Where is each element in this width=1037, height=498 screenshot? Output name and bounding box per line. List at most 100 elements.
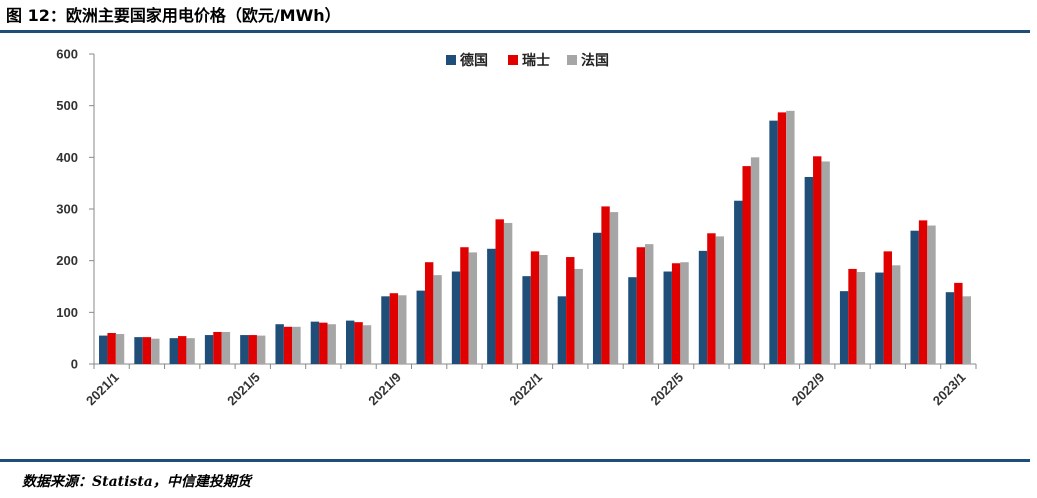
x-tick-label: 2021/9: [365, 370, 404, 409]
bar-0-11: [487, 248, 496, 364]
y-tick-label: 500: [56, 98, 78, 113]
bar-2-21: [856, 272, 866, 364]
bar-2-6: [327, 324, 336, 364]
bar-2-0: [115, 334, 125, 364]
x-tick-label: 2022/5: [648, 370, 687, 409]
legend-swatch: [446, 55, 456, 65]
bar-0-7: [346, 320, 355, 364]
bar-1-14: [601, 206, 610, 364]
bar-1-8: [389, 293, 399, 364]
bar-2-12: [539, 254, 548, 364]
bar-0-2: [169, 338, 178, 364]
bar-1-1: [142, 337, 152, 364]
bar-2-14: [609, 212, 619, 364]
bar-2-10: [468, 252, 478, 364]
bottom-rule: [0, 459, 1030, 462]
bar-1-13: [566, 257, 575, 364]
bar-1-2: [178, 336, 187, 364]
bar-0-10: [451, 271, 461, 364]
bar-1-24: [954, 282, 963, 364]
bar-1-17: [707, 233, 716, 364]
x-tick-label: 2022/9: [789, 370, 828, 409]
source-note: 数据来源：Statista，中信建投期货: [22, 474, 251, 490]
bar-1-16: [671, 263, 681, 364]
bar-2-2: [186, 338, 195, 364]
bar-0-15: [628, 277, 637, 364]
bar-2-7: [362, 325, 372, 364]
bar-0-24: [945, 292, 955, 364]
bar-2-3: [221, 331, 231, 364]
bar-0-20: [804, 176, 814, 364]
bar-0-16: [663, 271, 672, 364]
bar-1-19: [777, 112, 787, 364]
bar-0-22: [875, 272, 884, 364]
bar-0-17: [698, 250, 708, 364]
bar-1-7: [354, 322, 363, 364]
y-tick-label: 600: [56, 47, 78, 62]
bar-2-17: [715, 236, 724, 364]
bar-1-15: [636, 247, 646, 364]
bar-2-11: [503, 222, 513, 364]
y-tick-label: 0: [71, 357, 78, 372]
legend: 德国 瑞士 法国: [446, 52, 609, 69]
bar-0-18: [734, 200, 743, 364]
bar-0-14: [592, 232, 602, 364]
bar-1-6: [319, 322, 328, 364]
bar-2-1: [151, 338, 160, 364]
bar-1-18: [742, 166, 751, 364]
bar-2-24: [962, 296, 971, 364]
figure-title: 图 12：欧洲主要国家用电价格（欧元/MWh）: [6, 6, 341, 25]
bars-group: [99, 110, 971, 365]
bar-2-16: [680, 262, 689, 364]
bar-0-6: [310, 321, 320, 364]
legend-label: 瑞士: [522, 52, 550, 69]
bar-2-15: [645, 244, 654, 364]
bar-0-19: [769, 120, 778, 365]
bar-0-3: [204, 335, 214, 364]
bar-1-9: [424, 262, 434, 364]
bar-0-8: [381, 296, 390, 364]
bar-0-1: [134, 337, 143, 364]
bar-2-18: [750, 157, 760, 364]
bar-1-20: [813, 156, 822, 364]
y-tick-label: 300: [56, 202, 78, 217]
y-tick-label: 200: [56, 253, 78, 268]
legend-label: 德国: [460, 52, 488, 69]
legend-swatch: [508, 55, 518, 65]
bar-2-8: [398, 295, 407, 364]
bar-0-21: [839, 291, 849, 364]
bar-1-4: [248, 335, 257, 364]
bar-2-22: [892, 265, 901, 364]
bar-2-19: [786, 110, 795, 364]
x-tick-label: 2022/1: [506, 370, 545, 409]
y-tick-label: 100: [56, 305, 78, 320]
bar-1-22: [883, 251, 892, 364]
bar-0-9: [416, 290, 425, 364]
bar-0-23: [910, 230, 919, 364]
bar-1-11: [495, 219, 504, 364]
bar-1-12: [530, 251, 540, 364]
bar-0-5: [275, 324, 284, 364]
bar-1-23: [918, 220, 928, 364]
bar-1-10: [460, 247, 469, 364]
x-tick-label: 2021/5: [224, 370, 263, 409]
bar-2-23: [927, 225, 936, 364]
bar-0-4: [240, 335, 249, 364]
bar-1-3: [213, 331, 222, 364]
bar-1-0: [107, 333, 116, 364]
bar-1-21: [848, 268, 857, 364]
bar-1-5: [283, 326, 293, 364]
bar-2-4: [256, 335, 266, 364]
bar-2-13: [574, 268, 583, 364]
bar-0-0: [99, 335, 108, 364]
bar-0-13: [557, 296, 567, 364]
legend-label: 法国: [581, 52, 609, 69]
x-axis: 2021/1 2021/5 2021/9 2022/1 2022/5 2022/9 2023…: [83, 363, 977, 409]
bar-2-9: [433, 275, 442, 364]
x-tick-label: 2023/1: [930, 370, 969, 409]
y-axis: 0 100 200 300 400 500 600: [56, 47, 95, 372]
y-tick-label: 400: [56, 150, 78, 165]
legend-swatch: [567, 55, 577, 65]
x-tick-label: 2021/1: [83, 370, 122, 409]
